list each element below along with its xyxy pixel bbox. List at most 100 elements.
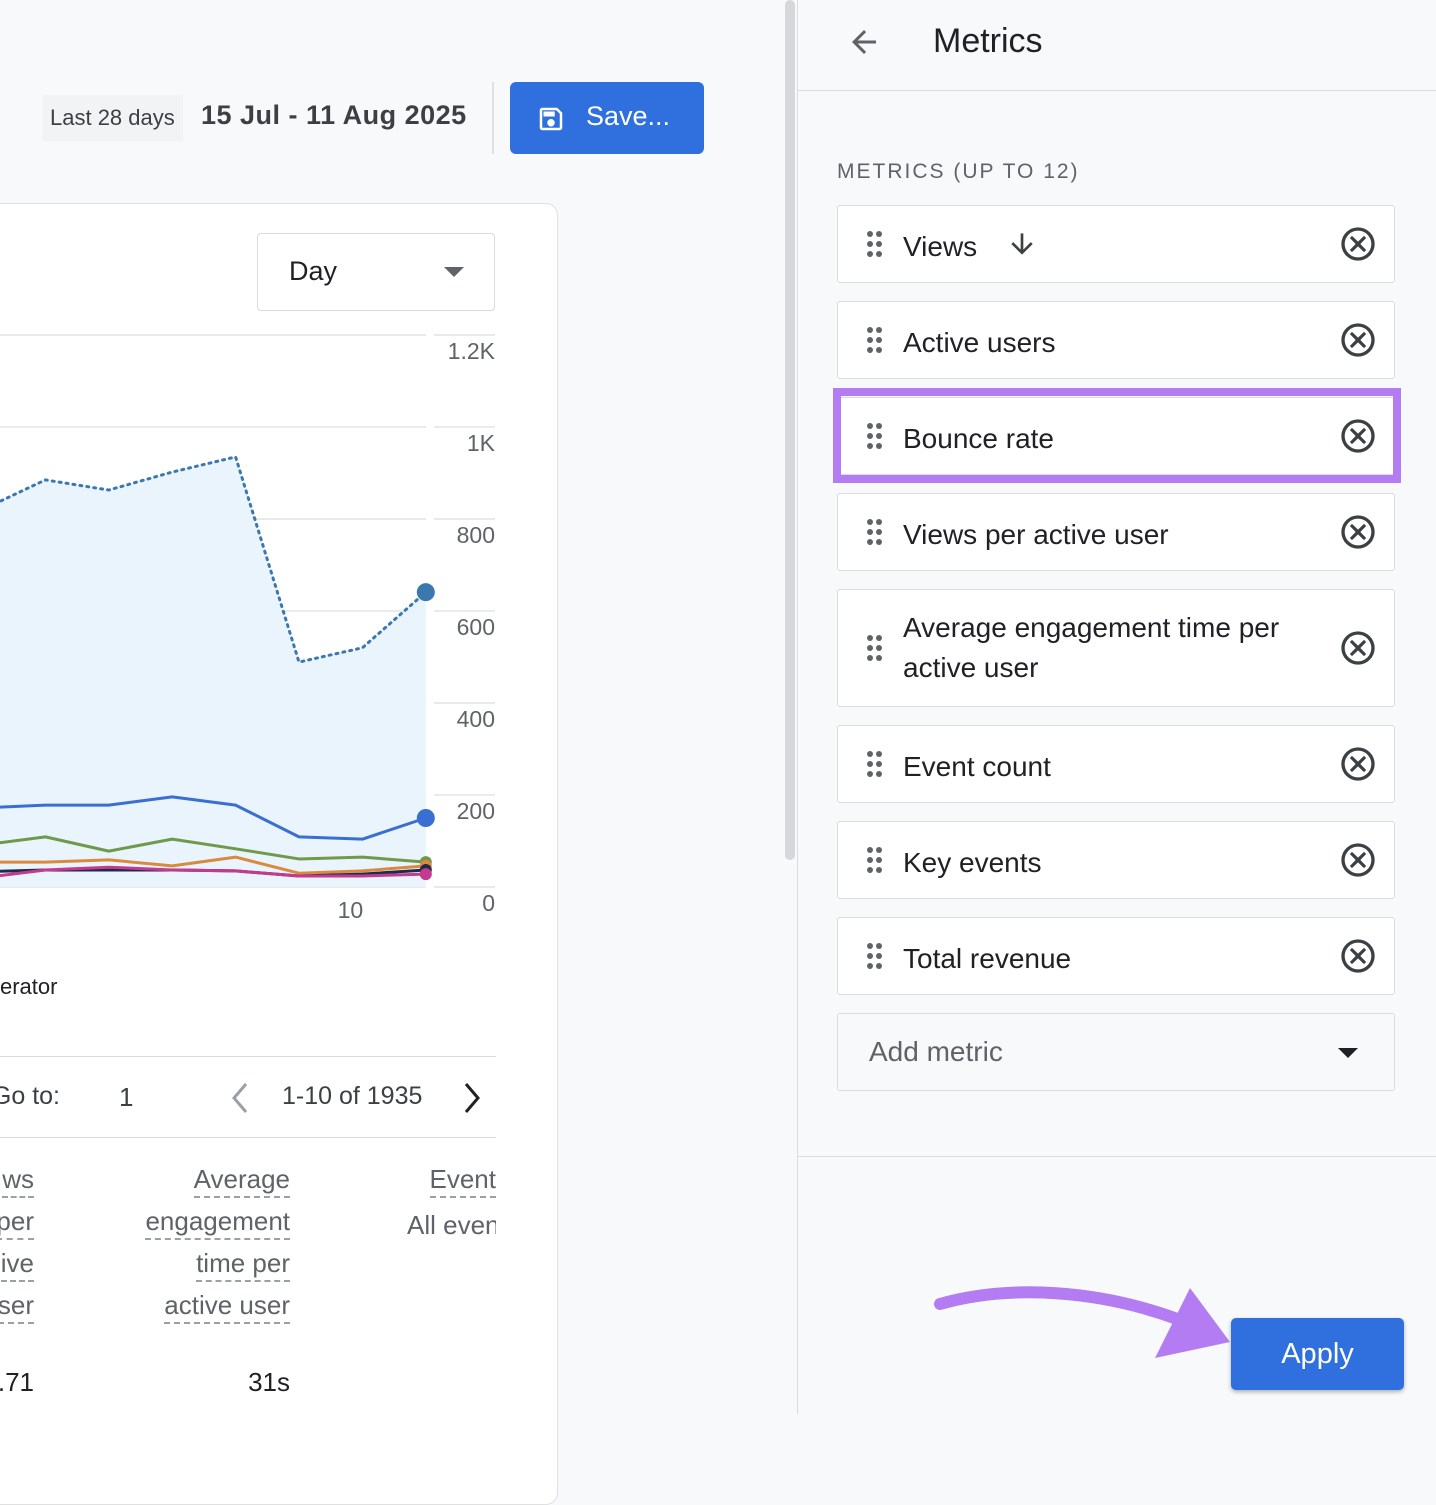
dot [876, 953, 882, 959]
header-line: engagement [145, 1204, 290, 1240]
dot [876, 857, 882, 863]
date-range[interactable]: 15 Jul - 11 Aug 2025 [201, 100, 467, 130]
remove-button[interactable] [1338, 416, 1378, 456]
metric-label: Event count [903, 751, 1051, 782]
dot [876, 529, 882, 535]
back-button[interactable] [846, 24, 882, 60]
remove-button[interactable] [1338, 744, 1378, 784]
drag-handle[interactable] [865, 326, 885, 354]
divider [0, 1137, 496, 1138]
dot [867, 251, 873, 257]
dot [876, 761, 882, 767]
dot [876, 423, 882, 429]
y-tick-label: 0 [482, 890, 495, 916]
series-line [0, 865, 428, 878]
end-marker [416, 583, 435, 602]
y-tick-label: 1K [467, 430, 496, 456]
apply-button[interactable]: Apply [1231, 1318, 1404, 1390]
dot [867, 443, 873, 449]
page-range: 1-10 of 1935 [282, 1082, 423, 1110]
page-input[interactable]: 1 [119, 1082, 134, 1112]
metric-item[interactable]: Bounce rate [837, 397, 1395, 475]
metric-item[interactable]: Views per active user [837, 493, 1395, 571]
panel-title: Metrics [933, 22, 1043, 60]
dot [867, 519, 873, 525]
dot [867, 231, 873, 237]
dropdown-caret [1338, 1048, 1358, 1058]
column-header: Event [429, 1162, 496, 1198]
remove-button[interactable] [1338, 628, 1378, 668]
add-metric-dropdown[interactable]: Add metric [837, 1013, 1395, 1091]
dot [876, 433, 882, 439]
metric-label: Average engagement time per active user [903, 612, 1280, 683]
drag-handle[interactable] [865, 750, 885, 778]
prev-page[interactable] [230, 1082, 250, 1114]
dot [867, 327, 873, 333]
drag-handle[interactable] [865, 518, 885, 546]
drag-handle[interactable] [865, 942, 885, 970]
column-header: ws per ive ser [0, 1162, 34, 1324]
sort-icon[interactable] [1006, 228, 1038, 260]
separator [492, 82, 494, 154]
dot [876, 943, 882, 949]
drag-handle[interactable] [865, 634, 885, 662]
y-tick-label: 600 [457, 614, 495, 640]
next-page[interactable] [462, 1082, 482, 1114]
area [0, 456, 426, 887]
remove-button[interactable] [1338, 936, 1378, 976]
goto-label: Go to: [0, 1082, 60, 1110]
section-label: METRICS (UP TO 12) [837, 160, 1080, 183]
dot [867, 847, 873, 853]
metric-label: Active users [903, 327, 1056, 358]
save-button[interactable]: Save... [510, 82, 704, 154]
cell-value: 31s [248, 1367, 290, 1397]
range-label[interactable]: Last 28 days [42, 95, 183, 141]
axis-gap [426, 320, 434, 900]
save-label: Save... [586, 101, 671, 131]
divider [798, 1156, 1436, 1157]
metric-item[interactable]: Key events [837, 821, 1395, 899]
header-line: active user [164, 1288, 290, 1324]
remove-button[interactable] [1338, 320, 1378, 360]
drag-handle[interactable] [865, 846, 885, 874]
dot [867, 241, 873, 247]
metric-item[interactable]: Total revenue [837, 917, 1395, 995]
series-line [0, 855, 428, 875]
dot [867, 953, 873, 959]
y-tick-label: 800 [457, 522, 495, 548]
dot [876, 635, 882, 641]
header-line: time per [196, 1246, 290, 1282]
add-metric-label: Add metric [869, 1036, 1003, 1067]
header-line: ws [2, 1162, 34, 1198]
dot [876, 847, 882, 853]
dot [876, 251, 882, 257]
series-line [0, 795, 428, 841]
divider [0, 1056, 496, 1057]
dot [867, 423, 873, 429]
granularity-dropdown[interactable]: Day [257, 233, 495, 311]
dot [867, 529, 873, 535]
drag-handle[interactable] [865, 422, 885, 450]
drag-handle[interactable] [865, 230, 885, 258]
metric-label: Total revenue [903, 943, 1072, 974]
header-sub: All events [407, 1210, 496, 1240]
dot [876, 347, 882, 353]
y-tick-label: 400 [457, 706, 495, 732]
dot [876, 963, 882, 969]
metric-label: Bounce rate [903, 423, 1054, 454]
dropdown-caret [444, 267, 464, 277]
metric-item[interactable]: Event count [837, 725, 1395, 803]
remove-button[interactable] [1338, 840, 1378, 880]
dot [876, 655, 882, 661]
header-line: ive [0, 1246, 34, 1282]
header-line: per [0, 1204, 34, 1240]
dot [867, 761, 873, 767]
dot [876, 231, 882, 237]
remove-button[interactable] [1338, 512, 1378, 552]
metric-item[interactable]: Views [837, 205, 1395, 283]
metric-item[interactable]: Active users [837, 301, 1395, 379]
x-tick-label: 10 [338, 897, 364, 923]
remove-button[interactable] [1338, 224, 1378, 264]
metric-item[interactable]: Average engagement time per active user [837, 589, 1395, 707]
dot [867, 751, 873, 757]
